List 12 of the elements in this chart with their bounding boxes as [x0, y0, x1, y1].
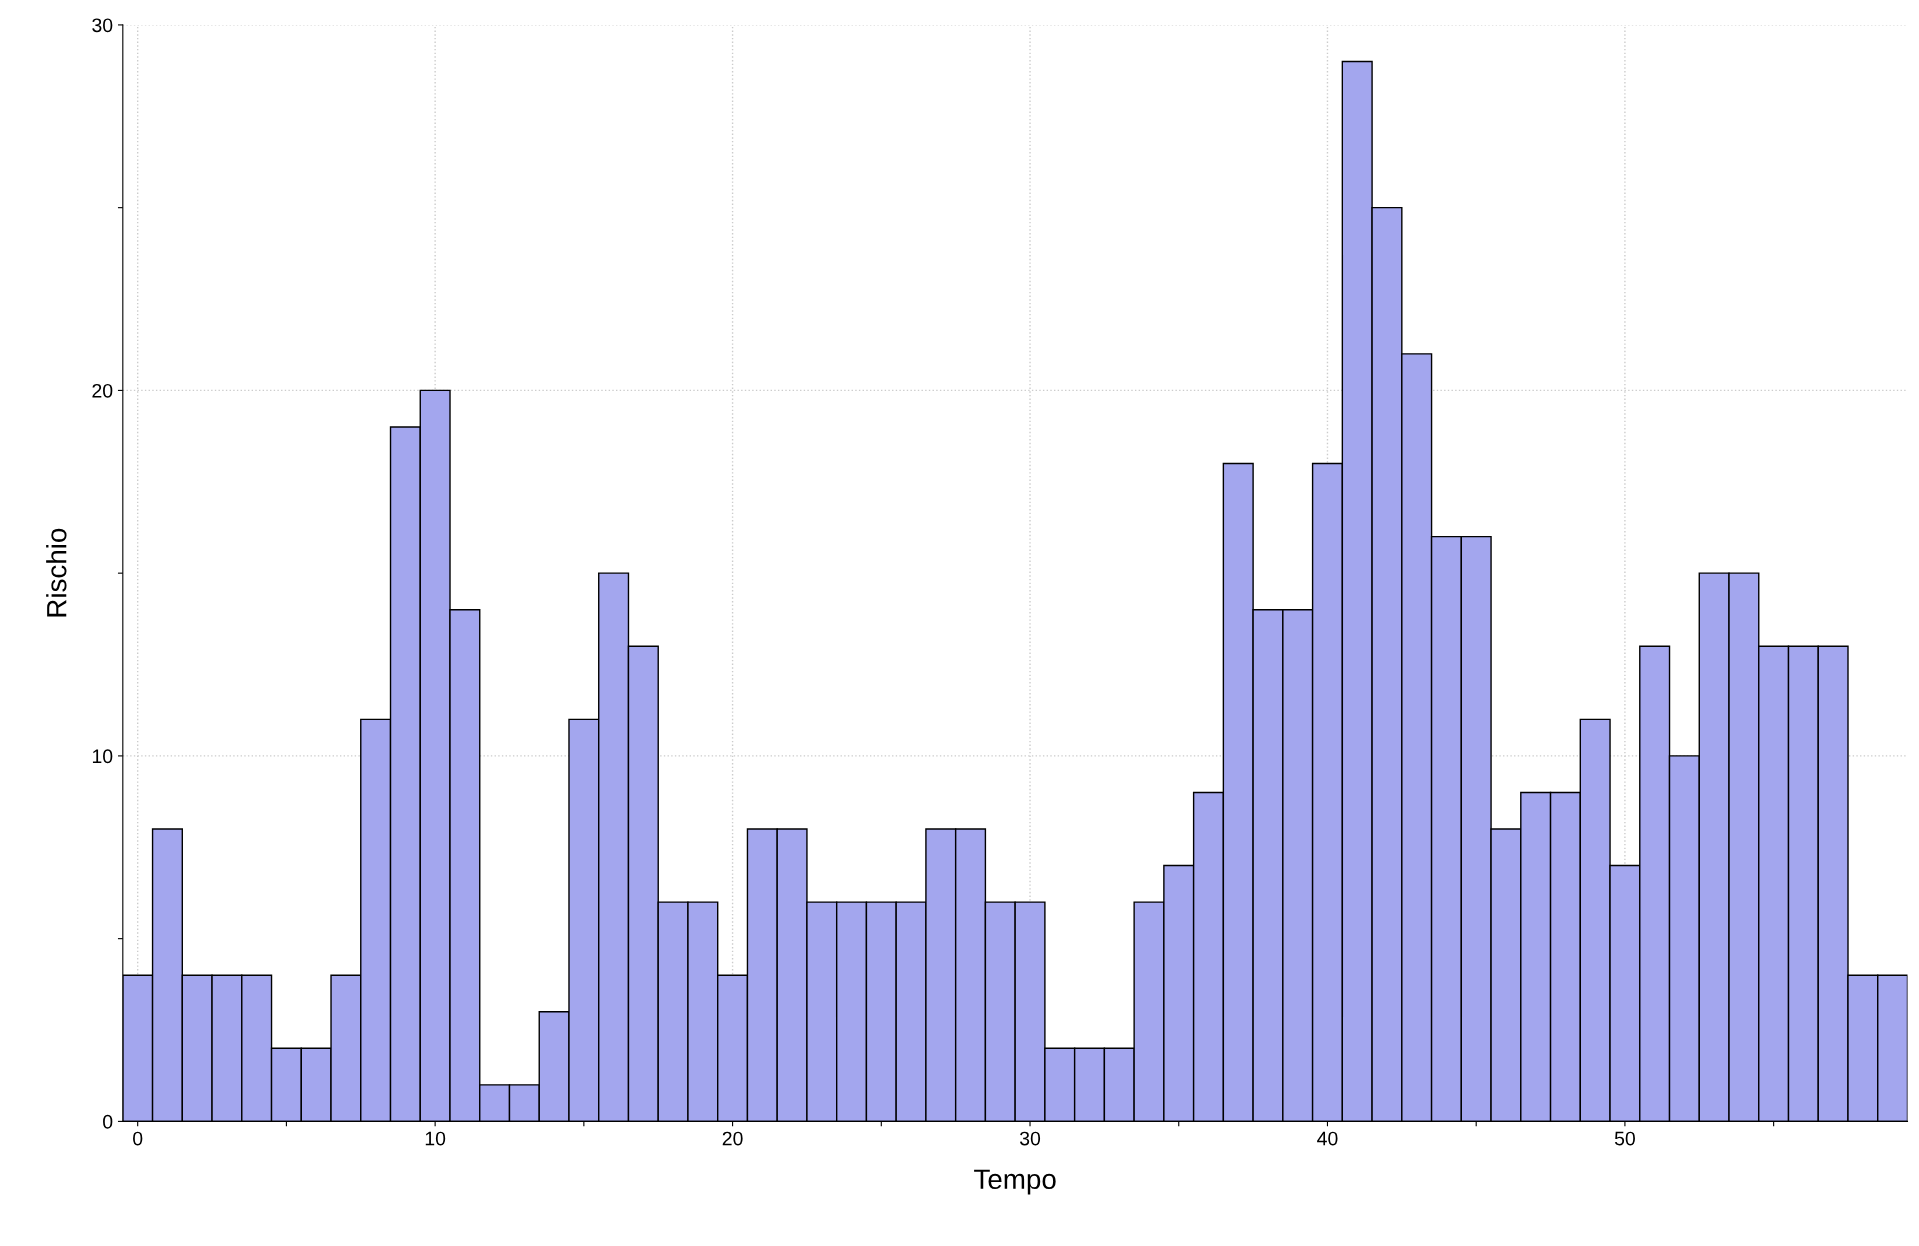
y-axis-title: Rischio	[46, 528, 67, 617]
x-tick-label: 40	[1317, 1131, 1338, 1146]
y-tick-label: 0	[103, 1114, 113, 1129]
x-tick-label: 50	[1614, 1131, 1635, 1146]
x-tick-label: 10	[425, 1131, 446, 1146]
x-tick-label: 30	[1019, 1131, 1041, 1146]
y-tick-label: 10	[92, 749, 113, 764]
x-tick-label: 0	[133, 1131, 143, 1146]
y-tick-label: 30	[92, 18, 113, 33]
x-axis-title: Tempo	[974, 1169, 1056, 1195]
x-tick-label: 20	[722, 1131, 743, 1146]
y-tick-label: 20	[92, 383, 113, 398]
